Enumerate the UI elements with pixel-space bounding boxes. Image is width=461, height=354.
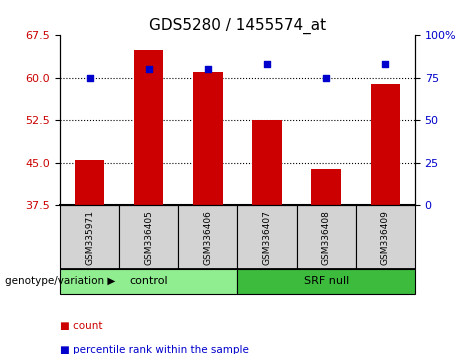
- Bar: [237, 205, 296, 269]
- Point: [382, 62, 389, 67]
- Bar: [119, 205, 178, 269]
- Text: GSM336409: GSM336409: [381, 210, 390, 265]
- Text: GSM336408: GSM336408: [322, 210, 331, 265]
- Point: [145, 67, 152, 72]
- Bar: [193, 72, 223, 205]
- Text: GSM335971: GSM335971: [85, 210, 94, 265]
- Bar: [134, 50, 164, 205]
- Bar: [237, 269, 415, 294]
- Point: [322, 75, 330, 81]
- Bar: [60, 205, 119, 269]
- Text: genotype/variation ▶: genotype/variation ▶: [5, 276, 115, 286]
- Bar: [75, 160, 104, 205]
- Point: [263, 62, 271, 67]
- Text: ■ count: ■ count: [60, 321, 102, 331]
- Title: GDS5280 / 1455574_at: GDS5280 / 1455574_at: [149, 18, 326, 34]
- Text: GSM336406: GSM336406: [203, 210, 213, 265]
- Bar: [252, 120, 282, 205]
- Point: [204, 67, 212, 72]
- Bar: [371, 84, 400, 205]
- Text: GSM336405: GSM336405: [144, 210, 153, 265]
- Text: ■ percentile rank within the sample: ■ percentile rank within the sample: [60, 346, 249, 354]
- Bar: [356, 205, 415, 269]
- Bar: [311, 169, 341, 205]
- Point: [86, 75, 93, 81]
- Text: GSM336407: GSM336407: [262, 210, 272, 265]
- Text: SRF null: SRF null: [303, 276, 349, 286]
- Bar: [296, 205, 356, 269]
- Bar: [178, 205, 237, 269]
- Text: control: control: [130, 276, 168, 286]
- Bar: [60, 269, 237, 294]
